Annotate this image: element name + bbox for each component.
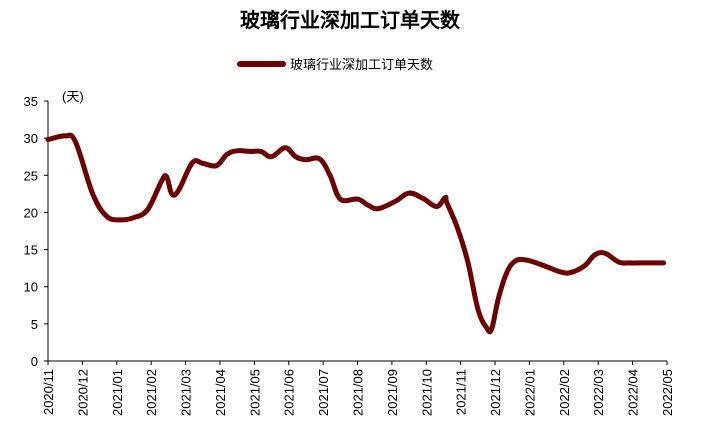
y-tick-label: 35 [24,94,38,109]
legend-label: 玻璃行业深加工订单天数 [290,58,433,73]
x-tick-label: 2021/06 [282,369,297,416]
x-tick-label: 2020/11 [41,369,56,415]
x-tick-label: 2021/04 [213,369,228,416]
y-ticks: 0 5 10 15 20 25 30 35 [24,94,48,369]
legend: 玻璃行业深加工订单天数 [237,58,433,73]
x-tick-label: 2021/10 [419,369,434,416]
chart-title: 玻璃行业深加工订单天数 [240,8,461,32]
y-unit-label: (天) [62,89,84,104]
y-tick-label: 0 [31,354,38,369]
y-tick-label: 15 [24,243,38,258]
x-tick-label: 2022/05 [660,369,675,416]
y-tick-label: 10 [24,280,38,295]
x-tick-label: 2022/02 [557,369,572,416]
x-tick-label: 2022/04 [626,369,641,416]
x-tick-label: 2021/08 [351,369,366,416]
x-tick-label: 2022/01 [522,369,537,416]
x-tick-label: 2021/05 [247,369,262,416]
y-tick-label: 25 [24,168,38,183]
x-tick-label: 2021/02 [144,369,159,416]
x-tick-label: 2021/09 [385,369,400,416]
x-ticks: 2020/11 2020/12 2021/01 2021/02 2021/03 2021/… [41,361,675,416]
x-tick-label: 2020/12 [75,369,90,416]
x-tick-label: 2022/03 [591,369,606,416]
x-tick-label: 2021/12 [488,369,503,416]
y-tick-label: 20 [24,205,38,220]
x-tick-label: 2021/07 [316,369,331,416]
y-tick-label: 30 [24,131,38,146]
x-tick-label: 2021/11 [454,369,469,415]
series-line [45,132,667,335]
x-tick-label: 2021/03 [179,369,194,416]
y-tick-label: 5 [31,317,38,332]
series-group [45,132,667,335]
x-tick-label: 2021/01 [110,369,125,416]
